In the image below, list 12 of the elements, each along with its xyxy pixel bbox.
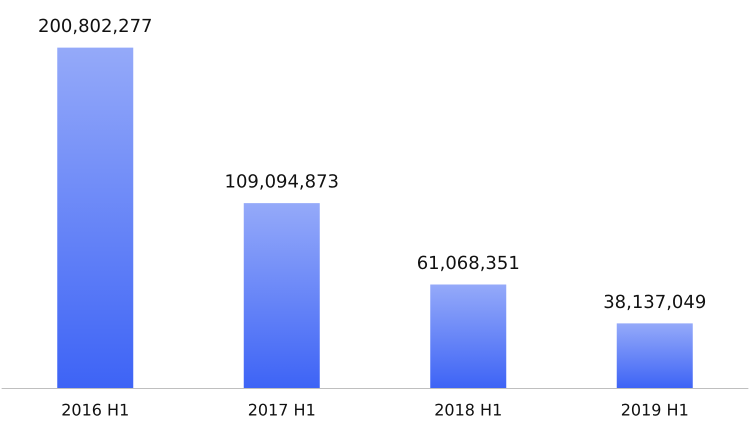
data-label: 38,137,049	[603, 292, 706, 313]
x-tick-label: 2017 H1	[248, 400, 316, 420]
data-label: 109,094,873	[224, 172, 340, 193]
bar	[430, 284, 506, 388]
bar	[616, 323, 693, 388]
bar	[57, 48, 134, 388]
bar	[244, 203, 320, 388]
x-tick-label: 2016 H1	[61, 400, 130, 420]
data-label: 61,068,351	[416, 252, 520, 274]
data-label: 200,802,277	[38, 16, 153, 38]
x-tick-label: 2018 H1	[434, 400, 502, 420]
x-tick-label: 2019 H1	[620, 400, 689, 420]
